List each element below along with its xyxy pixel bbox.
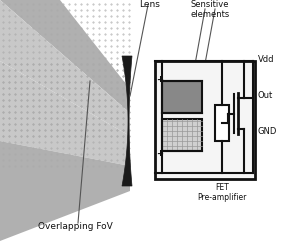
Text: Overlapping FoV: Overlapping FoV [38,222,112,231]
Polygon shape [122,56,132,186]
Bar [155,61,255,179]
Polygon shape [0,61,130,166]
Text: FET
Pre-amplifier: FET Pre-amplifier [197,183,247,202]
Text: +: + [156,74,164,83]
Bar [162,119,202,151]
Text: GND: GND [258,127,277,135]
Text: Out: Out [258,92,273,100]
Text: Lens: Lens [140,0,160,9]
Text: Vdd: Vdd [258,54,275,63]
Bar [162,81,202,113]
Text: Sensitive
elements: Sensitive elements [190,0,230,19]
Polygon shape [0,0,130,136]
Polygon shape [0,0,130,113]
Bar [215,105,229,141]
Text: +: + [156,149,164,159]
Polygon shape [0,141,130,241]
